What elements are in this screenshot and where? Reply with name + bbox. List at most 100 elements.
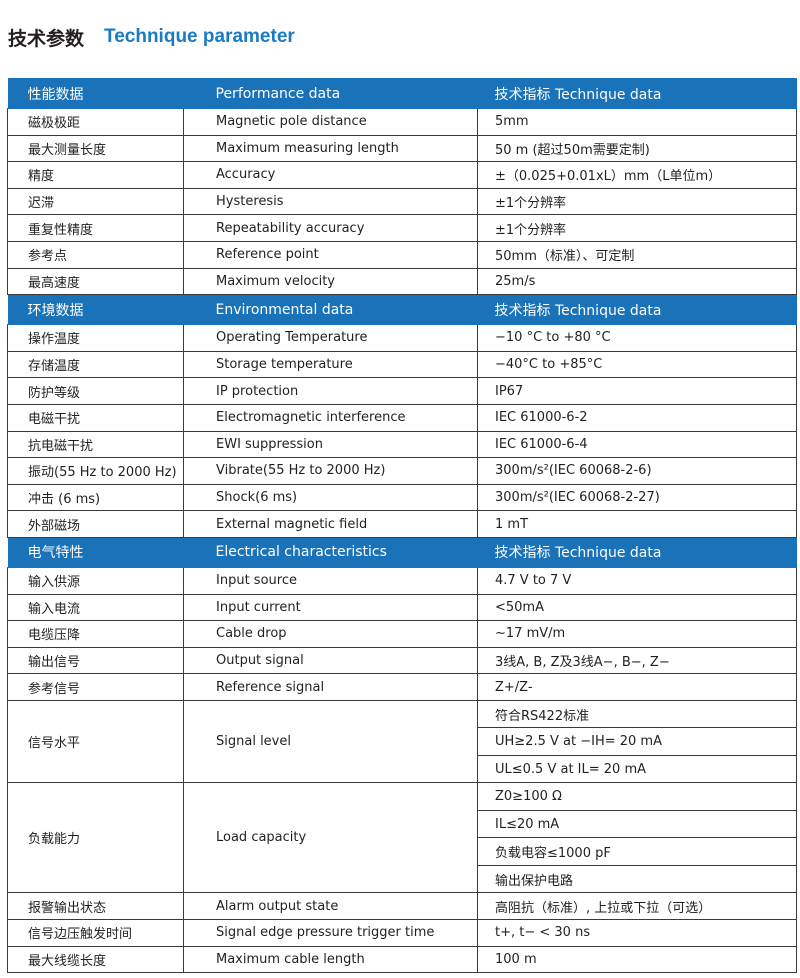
spec-table: 性能数据 Performance data 技术指标 Technique data 磁… <box>7 78 797 974</box>
table-row-cell: 重复性精度 <box>7 214 184 242</box>
signal-level-label: Signal level <box>183 699 478 784</box>
table-row: 冲击 (6 ms) Shock(6 ms) 300m/s²(IEC 60068-2-… <box>7 483 797 512</box>
table-row-cell: 输入供源 <box>7 566 184 595</box>
table-row: 输入供源 Input source 4.7 V to 7 V <box>7 566 797 595</box>
table-row-cell: Signal edge pressure trigger time <box>183 918 478 947</box>
table-row-cell: 参考点 <box>7 240 184 269</box>
load-capacity-label: Load capacity <box>183 782 478 894</box>
table-row-cell: ±1个分辨率 <box>477 187 797 216</box>
table-row-cell: 冲击 (6 ms) <box>7 483 184 512</box>
table-row-cell: 1 mT <box>477 510 797 538</box>
table-row-cell: Input source <box>183 566 478 595</box>
table-row: 精度 Accuracy ±（0.025+0.01xL）mm（L单位m） <box>7 161 797 189</box>
section-header: 电气特性 Electrical characteristics 技术指标 Techn… <box>7 536 797 568</box>
table-row: 防护等级 IP protection IP67 <box>7 377 797 405</box>
table-row: 振动(55 Hz to 2000 Hz) Vibrate(55 Hz to 200… <box>7 457 797 485</box>
signal-level-row: UL≤0.5 V at IL= 20 mA <box>8 754 797 784</box>
load-capacity-value: 输出保护电路 <box>477 864 797 894</box>
table-row: 抗电磁干扰 EWI suppression IEC 61000-6-4 <box>7 430 797 459</box>
table-row: 迟滞 Hysteresis ±1个分辨率 <box>7 187 797 216</box>
table-row-cell: IP protection <box>183 377 478 405</box>
table-row-cell: Hysteresis <box>183 187 478 216</box>
section-header-cell: 技术指标 Technique data <box>477 294 797 326</box>
table-row-cell: 最大测量长度 <box>7 134 184 163</box>
table-row-cell: 迟滞 <box>7 187 184 216</box>
load-capacity-value: 负载电容≤1000 pF <box>477 837 797 866</box>
table-row-cell: Electromagnetic interference <box>183 403 478 432</box>
table-row-cell: IP67 <box>477 377 797 405</box>
table-row-cell: 外部磁场 <box>7 510 184 538</box>
table-row-cell: −10 °C to +80 °C <box>477 324 797 352</box>
table-row-cell: Cable drop <box>183 620 478 648</box>
table-row-cell: Magnetic pole distance <box>183 108 478 136</box>
table-row: 输入电流 Input current <50mA <box>7 593 797 622</box>
table-row-cell: 磁极极距 <box>7 108 184 136</box>
table-row-cell: 高阻抗（标准）, 上拉或下拉（可选） <box>477 892 797 920</box>
table-row-cell: 存储温度 <box>7 350 184 379</box>
table-row-cell: 100 m <box>477 945 797 974</box>
signal-level-value: 符合RS422标准 <box>477 699 797 729</box>
page-title: 技术参数 Technique parameter <box>8 22 295 52</box>
table-row-cell: Alarm output state <box>183 892 478 920</box>
table-row-cell: Repeatability accuracy <box>183 214 478 242</box>
table-row: 参考信号 Reference signal Z+/Z- <box>7 673 797 701</box>
table-row: 输出信号 Output signal 3线A, B, Z及3线A−, B−, Z− <box>7 646 797 675</box>
table-row-cell: Output signal <box>183 646 478 675</box>
section-header-cell: 性能数据 <box>7 78 184 109</box>
table-row: 参考点 Reference point 50mm（标准）、可定制 <box>7 240 797 269</box>
table-row: 最大线缆长度 Maximum cable length 100 m <box>7 945 797 974</box>
table-row-cell: Maximum measuring length <box>183 134 478 163</box>
table-row-cell: External magnetic field <box>183 510 478 538</box>
table-row-cell: 防护等级 <box>7 377 184 405</box>
table-row-cell: 50mm（标准）、可定制 <box>477 240 797 269</box>
section-header-cell: Environmental data <box>183 294 478 326</box>
section-header-cell: 环境数据 <box>7 294 184 326</box>
section-header: 环境数据 Environmental data 技术指标 Technique dat… <box>7 294 797 326</box>
table-row-cell: 3线A, B, Z及3线A−, B−, Z− <box>477 646 797 675</box>
section-header: 性能数据 Performance data 技术指标 Technique data <box>7 78 797 109</box>
table-row-cell: IEC 61000-6-2 <box>477 403 797 432</box>
table-row-cell: 4.7 V to 7 V <box>477 566 797 595</box>
table-row-cell: Shock(6 ms) <box>183 483 478 512</box>
table-row-cell: EWI suppression <box>183 430 478 459</box>
table-row: 报警输出状态 Alarm output state 高阻抗（标准）, 上拉或下拉（可… <box>7 892 797 920</box>
table-row-cell: 振动(55 Hz to 2000 Hz) <box>7 457 184 485</box>
table-row-cell: 5mm <box>477 108 797 136</box>
table-row-cell: Input current <box>183 593 478 622</box>
table-row-cell: ±（0.025+0.01xL）mm（L单位m） <box>477 161 797 189</box>
table-row-cell: ±1个分辨率 <box>477 214 797 242</box>
table-row: 磁极极距 Magnetic pole distance 5mm <box>7 108 797 136</box>
table-row-cell: Storage temperature <box>183 350 478 379</box>
section-header-cell: Performance data <box>183 78 478 109</box>
table-row-cell: Vibrate(55 Hz to 2000 Hz) <box>183 457 478 485</box>
table-row-cell: 50 m (超过50m需要定制) <box>477 134 797 163</box>
table-row-cell: 报警输出状态 <box>7 892 184 920</box>
section-header-cell: 技术指标 Technique data <box>477 78 797 109</box>
table-row: 重复性精度 Repeatability accuracy ±1个分辨率 <box>7 214 797 242</box>
table-row: 信号边压触发时间 Signal edge pressure trigger tim… <box>7 918 797 947</box>
table-row-cell: 最高速度 <box>7 267 184 296</box>
table-row-cell: <50mA <box>477 593 797 622</box>
table-row-cell: 最大线缆长度 <box>7 945 184 974</box>
load-capacity-row: 负载电容≤1000 pF <box>8 837 797 866</box>
load-capacity-row: 负载能力 Load capacity Z0≥100 Ω <box>7 782 797 894</box>
load-capacity-label: 负载能力 <box>7 782 184 894</box>
table-row-cell: Operating Temperature <box>183 324 478 352</box>
table-row-cell: 参考信号 <box>7 673 184 701</box>
table-row-cell: 抗电磁干扰 <box>7 430 184 459</box>
table-row: 电缆压降 Cable drop ~17 mV/m <box>7 620 797 648</box>
section-header-cell: 电气特性 <box>7 536 184 568</box>
load-capacity-value: Z0≥100 Ω <box>477 782 797 811</box>
table-row-cell: 300m/s²(IEC 60068-2-27) <box>477 483 797 512</box>
signal-level-value: UL≤0.5 V at IL= 20 mA <box>477 754 797 784</box>
table-row-cell: −40°C to +85°C <box>477 350 797 379</box>
table-row-cell: 电磁干扰 <box>7 403 184 432</box>
table-row-cell: 输入电流 <box>7 593 184 622</box>
title-cn: 技术参数 <box>8 27 85 50</box>
table-row-cell: Maximum cable length <box>183 945 478 974</box>
signal-level-value: UH≥2.5 V at −IH= 20 mA <box>477 727 797 756</box>
signal-level-row: UH≥2.5 V at −IH= 20 mA <box>8 727 797 756</box>
table-row: 最大测量长度 Maximum measuring length 50 m (超过50… <box>7 134 797 163</box>
table-row-cell: 输出信号 <box>7 646 184 675</box>
load-capacity-value: IL≤20 mA <box>477 809 797 839</box>
